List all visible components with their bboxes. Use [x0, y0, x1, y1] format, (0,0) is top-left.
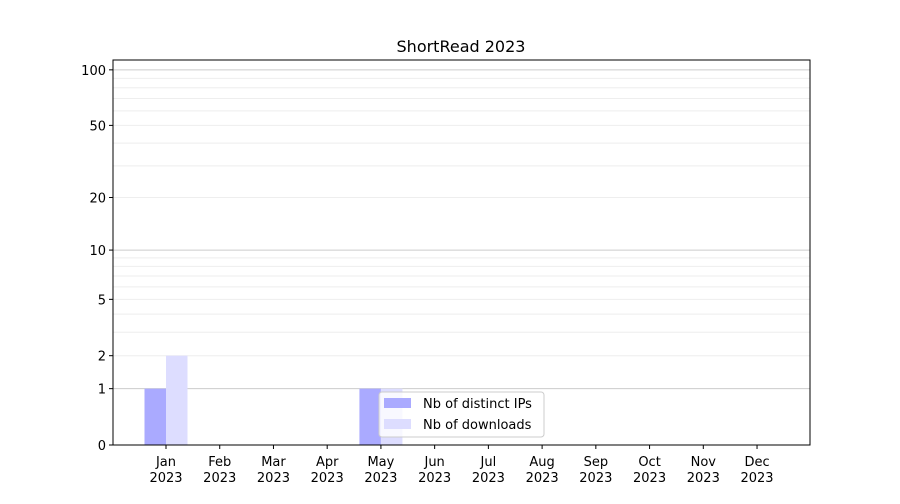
legend-label: Nb of downloads: [423, 418, 532, 433]
bar-distinct-ips: [144, 388, 166, 445]
legend-box: [378, 391, 545, 438]
x-tick-label: Aug 2023: [526, 455, 559, 486]
y-tick-label: 1: [98, 383, 106, 398]
legend: Nb of distinct IPs Nb of downloads: [378, 391, 545, 438]
x-tick-label: May 2023: [364, 455, 397, 486]
y-axis: 0 1 2 5 10 20 50 100: [81, 64, 113, 454]
x-tick-label: Jun 2023: [418, 455, 451, 486]
legend-swatch: [384, 419, 411, 429]
bars: [144, 355, 403, 445]
legend-swatch: [384, 398, 411, 408]
x-tick-label: Dec 2023: [740, 455, 773, 486]
x-tick-label: Oct 2023: [633, 455, 666, 486]
y-tick-label: 5: [98, 293, 106, 308]
chart-title: ShortRead 2023: [397, 37, 526, 56]
y-tick-label: 2: [98, 350, 106, 365]
y-tick-label: 50: [89, 119, 106, 134]
x-tick-label: Jan 2023: [149, 455, 182, 486]
x-tick-label: Nov 2023: [687, 455, 720, 486]
bar-downloads: [166, 355, 188, 445]
x-tick-label: Sep 2023: [579, 455, 612, 486]
plot-frame: [112, 59, 811, 446]
x-tick-label: Feb 2023: [203, 455, 236, 486]
y-tick-label: 20: [89, 192, 106, 207]
x-axis: Jan 2023 Feb 2023 Mar 2023 Apr 2023 May 2023 Jun 20…: [149, 445, 774, 486]
legend-label: Nb of distinct IPs: [423, 397, 532, 412]
y-tick-label: 100: [81, 64, 106, 79]
x-tick-label: Apr 2023: [311, 455, 344, 486]
x-tick-label: Jul 2023: [472, 455, 505, 486]
x-tick-label: Mar 2023: [257, 455, 290, 486]
y-tick-label: 10: [89, 244, 106, 259]
gridlines: [113, 69, 810, 390]
bar-distinct-ips: [359, 388, 381, 445]
y-tick-label: 0: [98, 439, 106, 454]
